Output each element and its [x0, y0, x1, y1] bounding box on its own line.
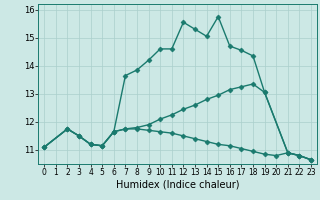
X-axis label: Humidex (Indice chaleur): Humidex (Indice chaleur)	[116, 180, 239, 190]
